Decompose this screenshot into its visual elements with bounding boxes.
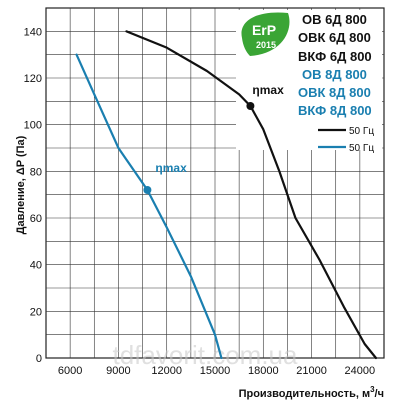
- x-tick-label: 6000: [58, 365, 82, 377]
- eta-max-label-2: ηmax: [155, 161, 187, 175]
- legend-model-blue-3: ВКФ 8Д 800: [298, 103, 372, 118]
- legend-model-black-3: ВКФ 6Д 800: [298, 49, 372, 64]
- legend-model-black-2: ОВК 6Д 800: [298, 30, 371, 45]
- series-group: [75, 30, 378, 360]
- x-tick-label: 12000: [151, 365, 182, 377]
- legend-model-black-1: ОВ 6Д 800: [302, 12, 367, 27]
- series-line-1: [125, 30, 378, 360]
- y-tick-label: 140: [24, 26, 42, 38]
- eta-max-point-2: [143, 186, 152, 194]
- watermark-text: tdfavorit.com.ua: [113, 340, 299, 370]
- erp-leaf-icon: [241, 12, 290, 56]
- y-axis-label: Давление, ΔP (Па): [15, 135, 27, 234]
- erp-badge: ErP 2015: [241, 12, 290, 56]
- y-tick-label: 60: [30, 213, 42, 225]
- erp-year: 2015: [256, 40, 276, 50]
- y-tick-label: 20: [30, 306, 42, 318]
- y-tick-label: 100: [24, 120, 42, 132]
- x-tick-label: 18000: [248, 365, 279, 377]
- y-tick-labels: 0 20 40 60 80 100 120 140: [24, 26, 42, 365]
- erp-label: ErP: [252, 22, 276, 38]
- x-tick-label: 24000: [345, 365, 376, 377]
- legend-line-black-label: 50 Гц: [349, 126, 374, 137]
- annotation-group: ηmax ηmax: [143, 83, 284, 194]
- y-tick-label: 80: [30, 166, 42, 178]
- x-tick-label: 9000: [106, 365, 130, 377]
- x-tick-labels: 6000 9000 12000 15000 18000 21000 24000: [58, 365, 375, 377]
- legend-model-blue-2: ОВК 8Д 800: [298, 85, 371, 100]
- legend-model-blue-1: ОВ 8Д 800: [302, 67, 367, 82]
- x-tick-label: 15000: [200, 365, 231, 377]
- series-line-2: [75, 53, 223, 360]
- y-tick-label: 0: [36, 353, 42, 365]
- y-tick-label: 120: [24, 73, 42, 85]
- y-tick-label: 40: [30, 260, 42, 272]
- x-axis-label: Производительность, м3/ч: [239, 385, 384, 400]
- eta-max-point-1: [246, 102, 255, 110]
- x-tick-label: 21000: [296, 365, 327, 377]
- legend-line-blue-label: 50 Гц: [349, 143, 374, 154]
- eta-max-label-1: ηmax: [252, 83, 284, 97]
